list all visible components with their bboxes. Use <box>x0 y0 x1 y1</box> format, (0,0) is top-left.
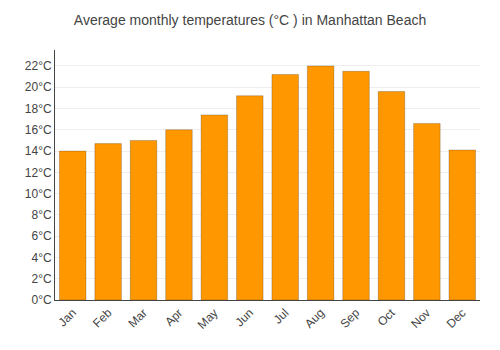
svg-text:May: May <box>195 306 221 332</box>
svg-text:12°C: 12°C <box>25 166 52 180</box>
svg-text:4°C: 4°C <box>31 251 51 265</box>
svg-text:Oct: Oct <box>375 305 399 329</box>
svg-text:Jul: Jul <box>271 306 292 327</box>
svg-text:Apr: Apr <box>162 306 185 329</box>
svg-text:Feb: Feb <box>90 306 115 331</box>
svg-text:Average monthly temperatures (: Average monthly temperatures (°C ) in Ma… <box>74 12 426 28</box>
svg-text:10°C: 10°C <box>25 187 52 201</box>
svg-text:8°C: 8°C <box>31 208 51 222</box>
svg-text:6°C: 6°C <box>31 229 51 243</box>
svg-text:Jan: Jan <box>55 306 79 330</box>
svg-text:14°C: 14°C <box>25 144 52 158</box>
svg-text:Jun: Jun <box>233 306 257 330</box>
svg-text:Mar: Mar <box>125 306 150 331</box>
svg-text:2°C: 2°C <box>31 272 51 286</box>
svg-text:Aug: Aug <box>302 306 327 331</box>
svg-text:16°C: 16°C <box>25 123 52 137</box>
svg-text:0°C: 0°C <box>31 293 51 307</box>
svg-text:22°C: 22°C <box>25 59 52 73</box>
svg-text:Sep: Sep <box>337 306 362 331</box>
svg-text:18°C: 18°C <box>25 102 52 116</box>
svg-text:20°C: 20°C <box>25 80 52 94</box>
svg-text:Dec: Dec <box>444 306 469 331</box>
svg-text:Nov: Nov <box>408 306 433 331</box>
